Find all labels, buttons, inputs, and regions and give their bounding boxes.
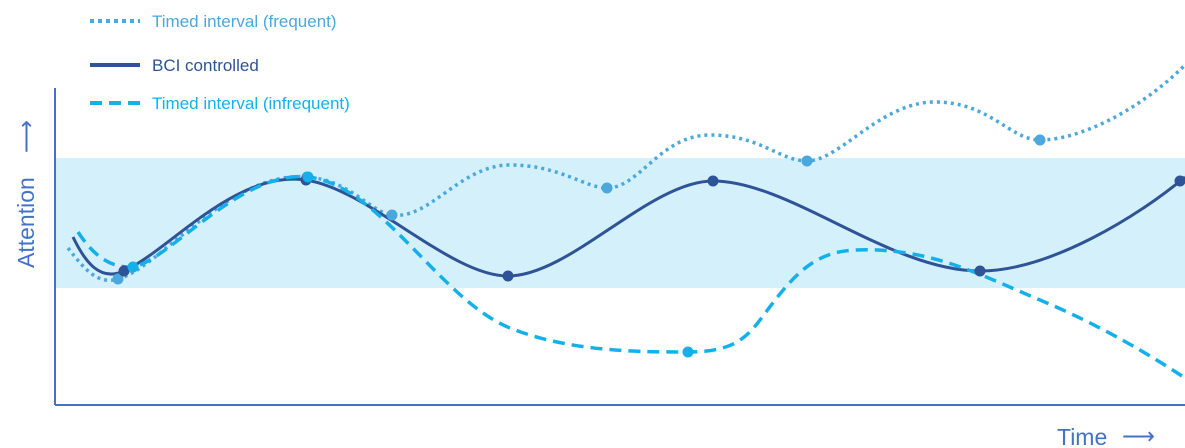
marker-timed-infrequent	[302, 171, 314, 183]
y-axis-label: Attention	[13, 177, 39, 268]
marker-timed-frequent	[112, 273, 124, 285]
legend: Timed interval (frequent) BCI controlled…	[90, 12, 350, 113]
marker-bci-controlled	[502, 270, 514, 282]
x-axis-label: Time	[1057, 424, 1107, 448]
marker-timed-infrequent	[682, 346, 694, 358]
marker-bci-controlled	[118, 265, 130, 277]
marker-bci-controlled	[707, 175, 719, 187]
series-markers	[112, 134, 1185, 358]
marker-bci-controlled	[974, 265, 986, 277]
legend-label-timed-frequent: Timed interval (frequent)	[152, 12, 337, 31]
y-axis-arrow: ⟶	[13, 120, 39, 153]
marker-timed-frequent	[1034, 134, 1046, 146]
marker-timed-infrequent	[127, 261, 139, 273]
x-axis-arrow: ⟶	[1122, 423, 1155, 448]
marker-timed-frequent	[386, 209, 398, 221]
series-line-timed-infrequent	[76, 175, 1185, 380]
marker-bci-controlled	[1174, 175, 1185, 187]
legend-label-timed-infrequent: Timed interval (infrequent)	[152, 94, 350, 113]
marker-timed-frequent	[801, 155, 813, 167]
marker-timed-frequent	[601, 182, 613, 194]
legend-label-bci-controlled: BCI controlled	[152, 56, 259, 75]
